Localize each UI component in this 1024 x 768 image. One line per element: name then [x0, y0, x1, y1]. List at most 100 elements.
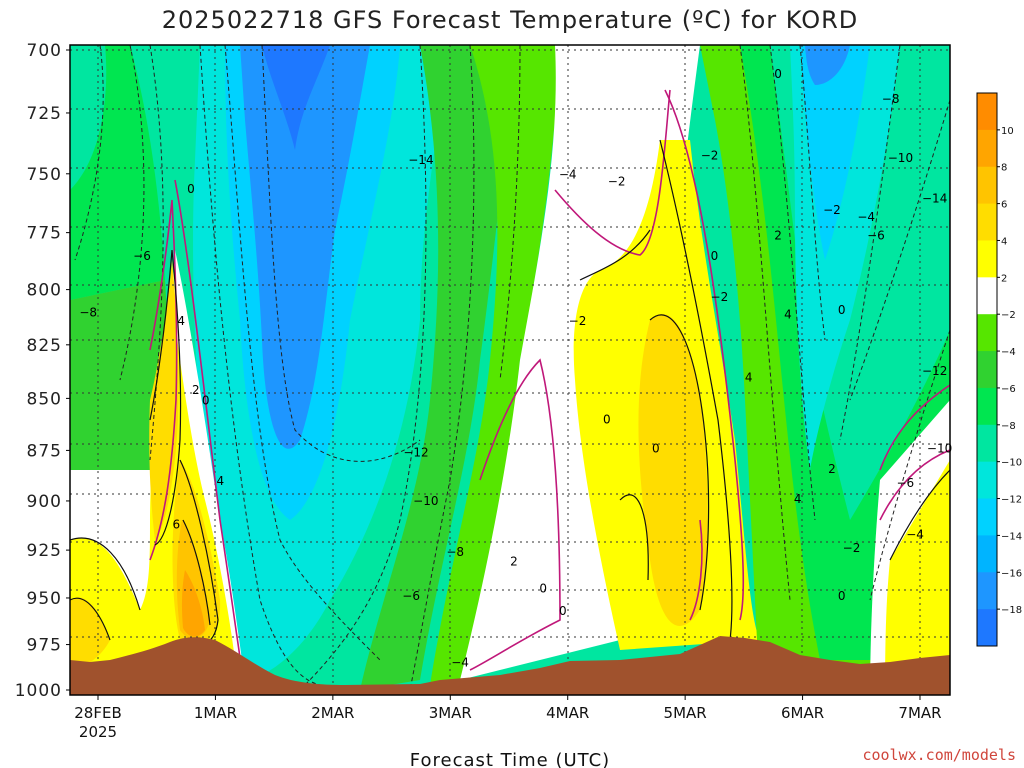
colorbar-tick-label: −12	[1001, 495, 1022, 506]
contour-label: 0	[838, 303, 846, 317]
contour-label: −6	[133, 249, 151, 263]
contour-labels: 0−6−842046−14−12−10−8−6−4200−200−4−2−20−…	[79, 67, 952, 670]
y-tick-label: 950	[27, 589, 62, 609]
temperature-field	[70, 45, 950, 695]
colorbar-tick-label: 10	[1001, 126, 1014, 137]
y-tick-label: 975	[27, 636, 62, 656]
colorbar-swatch	[977, 461, 997, 500]
colorbar-tick-label: −6	[1001, 384, 1016, 395]
contour-label: −12	[922, 364, 947, 378]
y-axis: 700 725 750 775 800 825 850 875 900 925 950 975 1000	[15, 41, 70, 701]
contour-label: −10	[413, 494, 438, 508]
colorbar-tick-label: −16	[1001, 568, 1022, 579]
colorbar-swatch	[977, 93, 997, 131]
contour-label: −2	[823, 203, 841, 217]
colorbar-swatch	[977, 572, 997, 610]
contour-label: −14	[922, 191, 947, 205]
colorbar-swatch	[977, 535, 997, 573]
colorbar-swatch	[977, 277, 997, 315]
x-tick-sublabel: 2025	[79, 723, 117, 741]
contour-label: −14	[408, 153, 433, 167]
contour-label: 2	[192, 383, 200, 397]
contour-label: −2	[608, 175, 626, 189]
colorbar-swatch	[977, 166, 997, 205]
colorbar-swatch	[977, 498, 997, 536]
contour-label: 4	[177, 314, 185, 328]
contour-label: −10	[927, 441, 952, 455]
contour-label: −4	[857, 210, 875, 224]
contour-label: −12	[403, 446, 428, 460]
colorbar-swatch	[977, 424, 997, 463]
gridlines	[70, 45, 950, 695]
credit-text: coolwx.com/models	[862, 746, 1016, 764]
contour-label: −2	[711, 290, 729, 304]
colorbar-tick-label: 2	[1001, 273, 1007, 284]
y-tick-label: 1000	[15, 681, 62, 701]
colorbar-frame	[976, 92, 998, 647]
chart-title: 2025022718 GFS Forecast Temperature (ºC)…	[162, 6, 859, 34]
contour-label: −2	[569, 314, 587, 328]
contour-lines	[70, 45, 950, 691]
contour-label: −10	[888, 151, 913, 165]
contour-label: 0	[838, 589, 846, 603]
colorbar-tick-label: −8	[1001, 421, 1016, 432]
colorbar-swatch	[977, 129, 997, 168]
contour-label: 4	[794, 492, 802, 506]
contour-label: −2	[843, 541, 861, 555]
contour-label: −6	[402, 589, 420, 603]
colorbar-swatch	[977, 387, 997, 426]
colorbar-tick-label: 8	[1001, 163, 1007, 174]
colorbar-swatch	[977, 609, 997, 647]
colorbar-swatch	[977, 314, 997, 352]
colorbar-swatch	[977, 351, 997, 389]
contour-label: 0	[539, 581, 547, 595]
contour-label: 4	[745, 370, 753, 384]
y-tick-label: 775	[27, 224, 62, 244]
x-tick-label: 4MAR	[546, 704, 589, 722]
contour-label: −8	[79, 305, 97, 319]
contour-label: −8	[882, 92, 900, 106]
y-tick-label: 875	[27, 441, 62, 461]
contour-label: 0	[711, 249, 719, 263]
contour-label: 0	[202, 394, 210, 408]
contour-label: 0	[652, 441, 660, 455]
contour-label: −6	[867, 229, 885, 243]
y-tick-label: 725	[27, 104, 62, 124]
y-tick-label: 800	[27, 281, 62, 301]
contour-label: −8	[446, 545, 464, 559]
contour-label: 0	[603, 413, 611, 427]
contour-label: −4	[451, 656, 469, 670]
y-tick-label: 700	[27, 41, 62, 61]
x-tick-label: 1MAR	[194, 704, 237, 722]
y-tick-label: 825	[27, 336, 62, 356]
contour-label: −4	[906, 527, 924, 541]
x-tick-label: 2MAR	[311, 704, 354, 722]
colorbar-tick-label: −4	[1001, 347, 1016, 358]
contour-label: 2	[828, 462, 836, 476]
contour-label: 2	[510, 555, 518, 569]
contour-label: −4	[559, 168, 577, 182]
contour-label: 2	[774, 229, 782, 243]
contour-label: 4	[784, 308, 792, 322]
contour-label: 0	[187, 182, 195, 196]
contour-label: 0	[774, 67, 782, 81]
x-tick-label: 28FEB	[74, 704, 121, 722]
contour-label: 4	[217, 474, 225, 488]
contour-label: 6	[172, 518, 180, 532]
x-axis-label: Forecast Time (UTC)	[410, 750, 610, 768]
y-tick-label: 750	[27, 165, 62, 185]
y-tick-label: 850	[27, 389, 62, 409]
terrain	[70, 636, 950, 695]
y-tick-label: 900	[27, 492, 62, 512]
colorbar-tick-label: −14	[1001, 531, 1022, 542]
x-tick-label: 3MAR	[429, 704, 472, 722]
colorbar: 10 8 6 4 2 −2 −4 −6 −8 −10 −12 −14 −16 −18	[976, 92, 1022, 647]
contour-label: −2	[701, 148, 719, 162]
colorbar-swatch	[977, 240, 997, 278]
colorbar-tick-label: −2	[1001, 310, 1016, 321]
colorbar-tick-label: −18	[1001, 605, 1022, 616]
plot-frame	[69, 44, 951, 696]
colorbar-tick-label: 6	[1001, 200, 1007, 211]
